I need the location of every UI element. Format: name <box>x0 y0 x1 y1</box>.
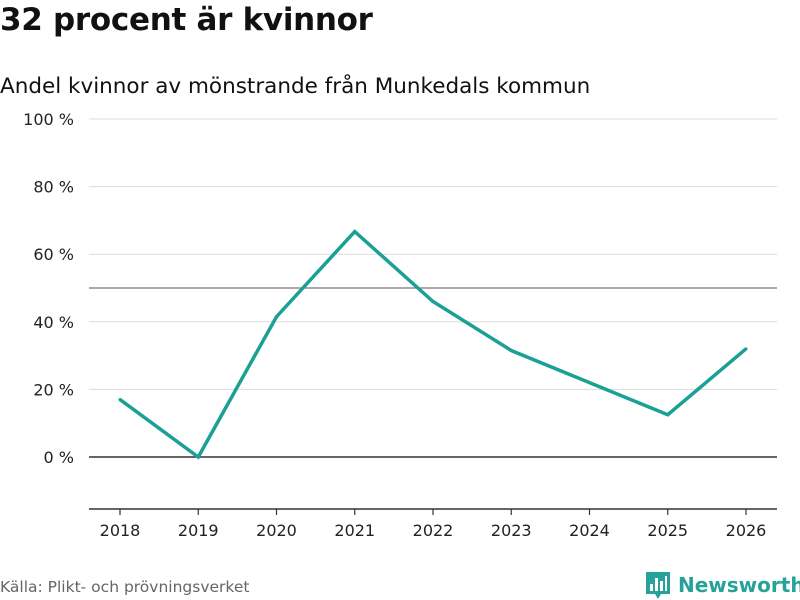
data-point-2022 <box>431 300 435 304</box>
data-point-2020 <box>275 315 278 319</box>
y-tick-label-40: 40 % <box>33 313 74 332</box>
axis-layer <box>89 508 777 515</box>
data-point-2025 <box>666 413 670 417</box>
data-point-2024 <box>588 381 591 385</box>
data-point-2023 <box>509 349 513 353</box>
data-point-2021 <box>353 230 357 234</box>
brand-name: Newsworthy <box>678 573 800 597</box>
x-tick-label-2022: 2022 <box>413 521 454 540</box>
x-tick-label-2026: 2026 <box>726 521 767 540</box>
data-point-2026 <box>744 347 748 351</box>
y-tick-label-100: 100 % <box>23 110 74 129</box>
x-tick-label-2019: 2019 <box>178 521 219 540</box>
x-tick-label-2018: 2018 <box>100 521 141 540</box>
newsworthy-logo: Newsworthy <box>644 570 800 600</box>
chart-subtitle: Andel kvinnor av mönstrande från Munkeda… <box>0 74 591 99</box>
tick-label-layer: 0 % 20 % 40 % 60 % 80 % 100 % 2018 2019 2020 2021… <box>23 110 766 540</box>
grid-layer <box>89 118 777 458</box>
data-point-2018 <box>118 398 122 402</box>
y-tick-label-0: 0 % <box>44 448 74 467</box>
series-layer <box>118 229 748 460</box>
x-tick-label-2024: 2024 <box>569 521 610 540</box>
chart-title: 32 procent är kvinnor <box>0 2 373 38</box>
y-tick-label-20: 20 % <box>33 380 74 399</box>
source-note: Källa: Plikt- och prövningsverket <box>0 578 250 596</box>
y-tick-label-60: 60 % <box>33 245 74 264</box>
x-tick-label-2023: 2023 <box>491 521 532 540</box>
x-tick-label-2021: 2021 <box>334 521 375 540</box>
x-tick-label-2020: 2020 <box>256 521 297 540</box>
data-point-2019 <box>196 455 200 459</box>
y-tick-label-80: 80 % <box>33 178 74 197</box>
bar-chart-logo-icon <box>646 572 670 599</box>
series-line-0 <box>118 229 748 460</box>
x-tick-label-2025: 2025 <box>647 521 688 540</box>
